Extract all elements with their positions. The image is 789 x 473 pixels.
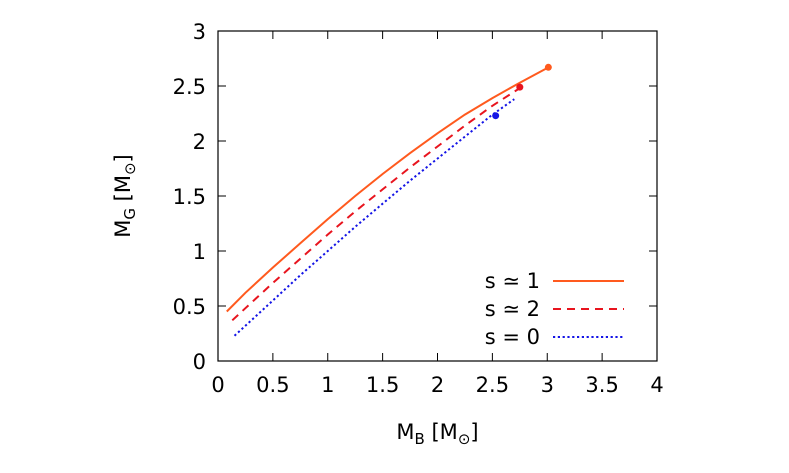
- x-tick-label-6: 3: [541, 373, 554, 397]
- y-axis-label-sub: G: [121, 208, 139, 220]
- plot-frame: [217, 30, 658, 362]
- series-line-0: [226, 65, 551, 313]
- series-line-1: [231, 85, 524, 322]
- x-tick-label-7: 3.5: [585, 373, 618, 397]
- y-tick-label-4: 2: [193, 130, 206, 154]
- series-endpoint-2: [492, 112, 500, 120]
- series-endpoint-0: [544, 63, 552, 71]
- x-axis-label-unit-close: ]: [470, 420, 478, 444]
- x-tick-label-1: 0.5: [256, 373, 289, 397]
- y-axis-label-unit-close: ]: [111, 154, 135, 162]
- y-tick-label-1: 0.5: [173, 295, 206, 319]
- x-tick-label-4: 2: [431, 373, 444, 397]
- x-tick-label-3: 1.5: [366, 373, 399, 397]
- x-axis-label: MB [M⊙]: [396, 420, 478, 448]
- x-axis-label-unit-sub: ⊙: [458, 430, 471, 448]
- legend-label-0: s ≃ 1: [485, 269, 540, 293]
- x-tick-label-5: 2.5: [476, 373, 509, 397]
- y-tick-label-6: 3: [193, 20, 206, 44]
- axis-ticks: [217, 30, 658, 362]
- series-lines: [226, 65, 551, 337]
- series-endpoints: [492, 63, 552, 120]
- x-tick-label-8: 4: [650, 373, 663, 397]
- x-tick-label-2: 1: [321, 373, 334, 397]
- legend-label-1: s ≃ 2: [485, 297, 540, 321]
- x-axis-label-sub: B: [415, 430, 425, 448]
- y-axis-label: MG [M⊙]: [111, 154, 139, 238]
- y-axis-label-main: M: [111, 220, 135, 238]
- y-tick-label-2: 1: [193, 240, 206, 264]
- legend-label-2: s = 0: [485, 325, 540, 349]
- legend: s ≃ 1 s ≃ 2 s = 0: [485, 269, 624, 349]
- y-tick-label-3: 1.5: [173, 185, 206, 209]
- x-axis-label-unit-open: [M: [425, 420, 458, 444]
- x-axis-label-main: M: [396, 420, 414, 444]
- y-axis-label-unit-sub: ⊙: [121, 162, 139, 175]
- series-endpoint-1: [516, 83, 524, 91]
- y-axis-label-unit-open: [M: [111, 175, 135, 208]
- y-tick-label-0: 0: [193, 350, 206, 374]
- tick-labels: 0 0.5 1 1.5 2 2.5 3 3.5 4 0 0.5 1 1.5 2 2.5 3: [173, 20, 664, 397]
- x-tick-label-0: 0: [211, 373, 224, 397]
- y-tick-label-5: 2.5: [173, 75, 206, 99]
- series-line-2: [233, 98, 515, 337]
- plot-border: [217, 30, 658, 362]
